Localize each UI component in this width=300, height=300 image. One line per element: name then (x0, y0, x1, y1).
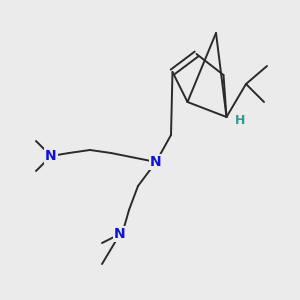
Text: N: N (114, 227, 126, 241)
Text: N: N (150, 155, 162, 169)
Text: N: N (45, 149, 57, 163)
Text: H: H (235, 113, 245, 127)
